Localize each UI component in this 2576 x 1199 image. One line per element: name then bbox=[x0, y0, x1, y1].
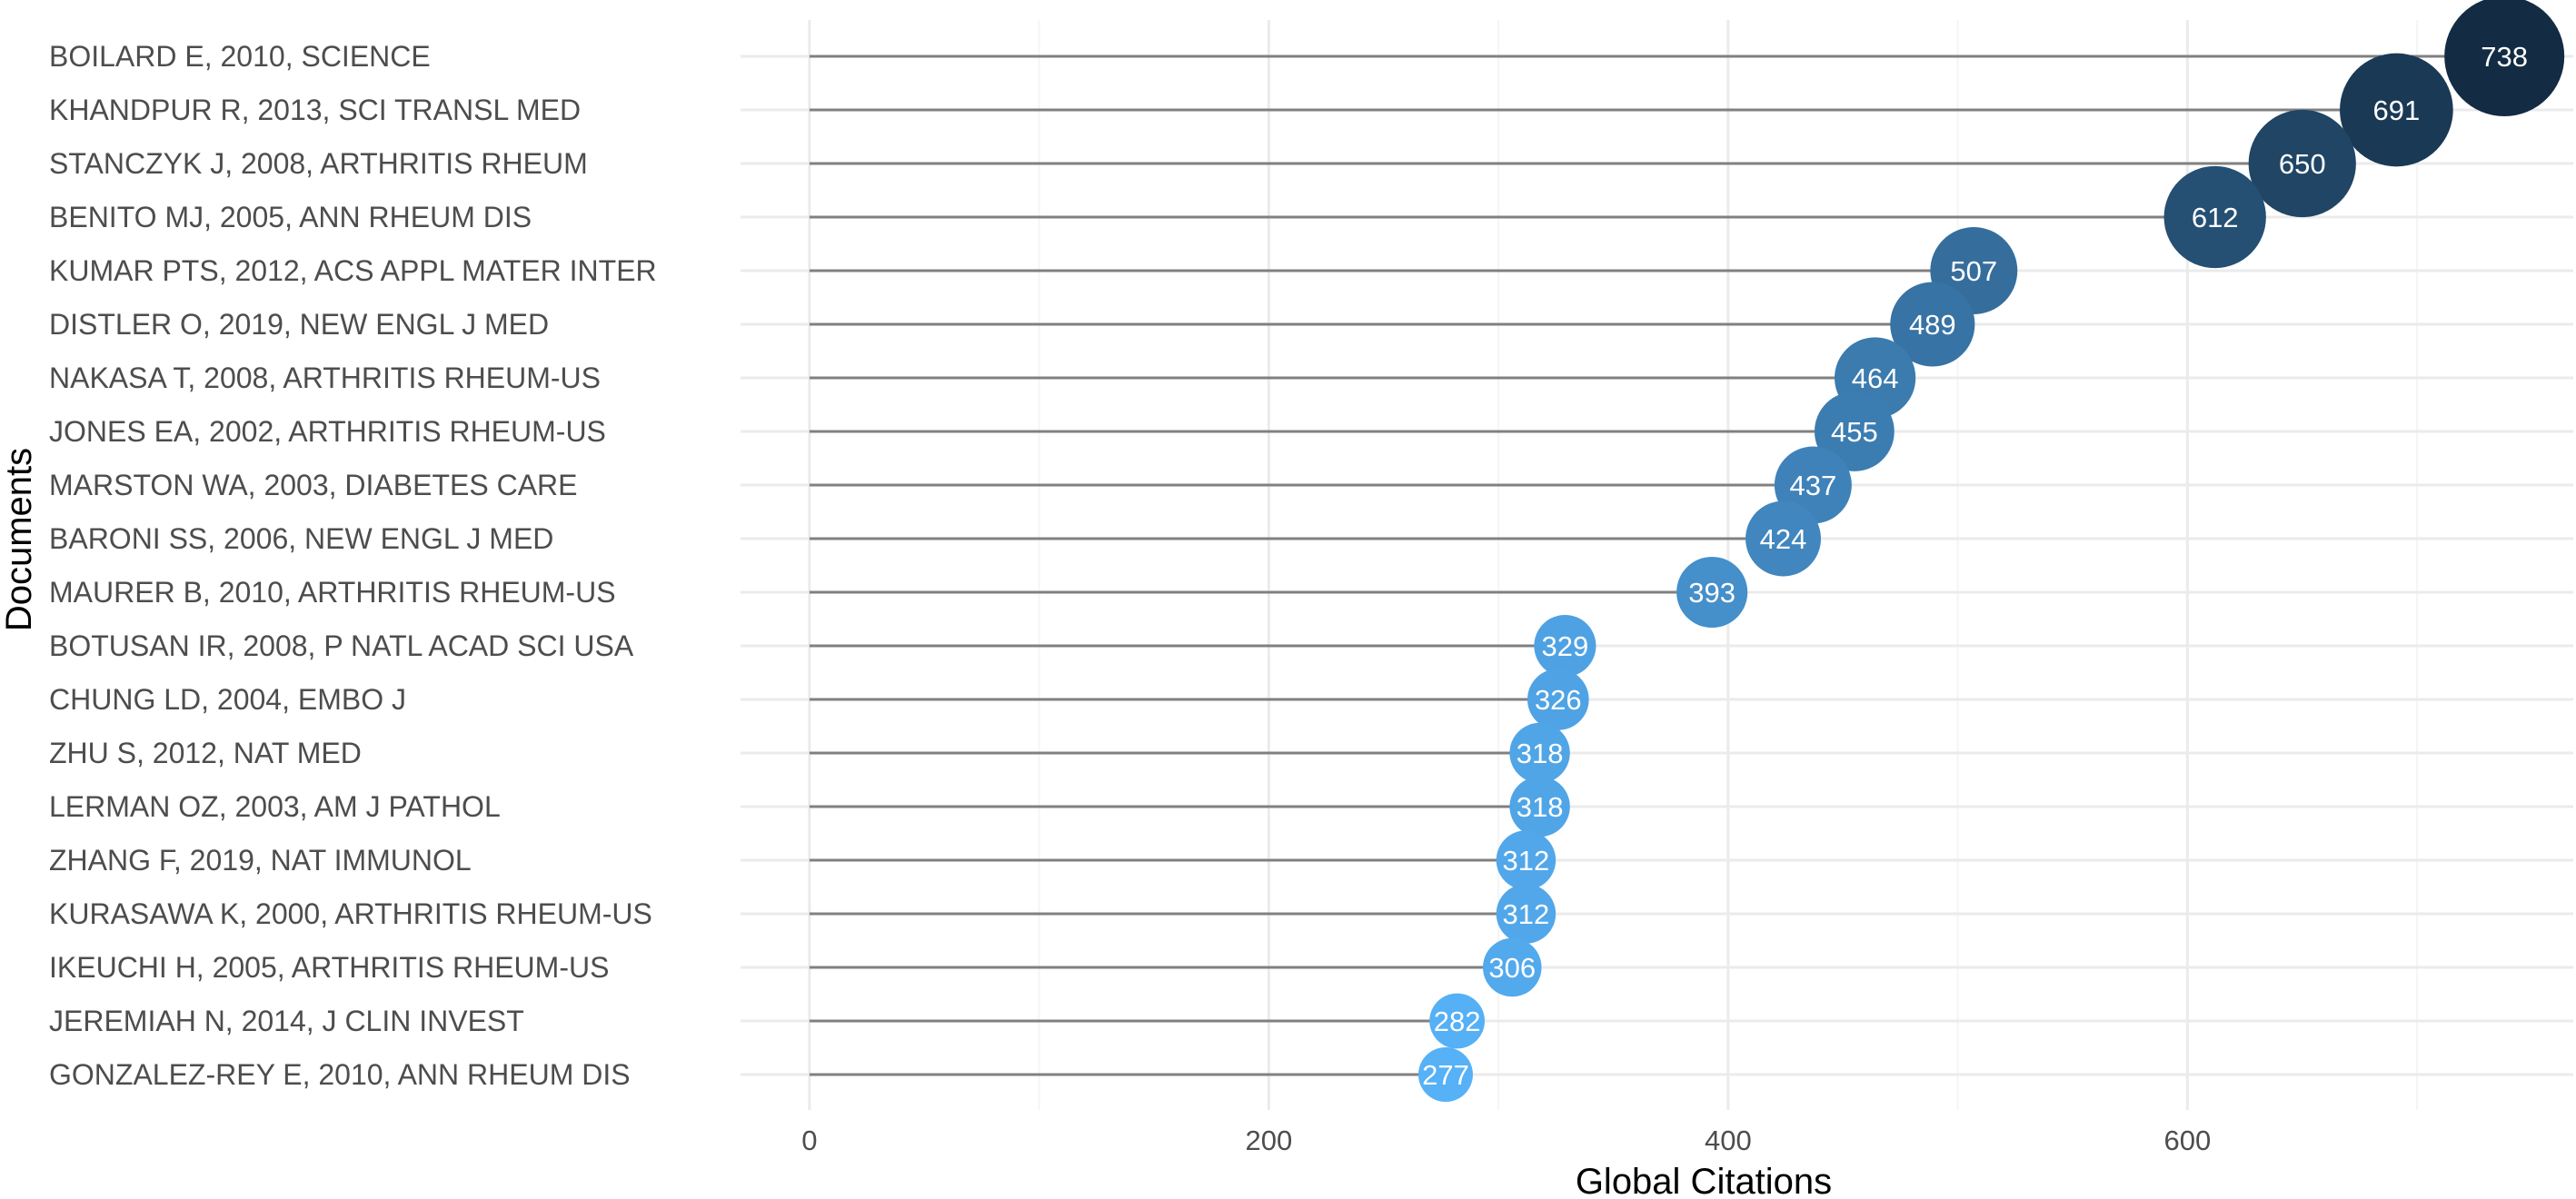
document-label: CHUNG LD, 2004, EMBO J bbox=[49, 683, 406, 716]
citation-point bbox=[1496, 884, 1557, 944]
citation-value-label: 318 bbox=[1517, 738, 1564, 769]
y-axis-title: Documents bbox=[0, 448, 39, 631]
document-label: GONZALEZ-REY E, 2010, ANN RHEUM DIS bbox=[49, 1058, 631, 1091]
citation-point bbox=[1496, 830, 1557, 890]
document-label: JEREMIAH N, 2014, J CLIN INVEST bbox=[49, 1005, 524, 1037]
x-tick-label: 400 bbox=[1705, 1125, 1752, 1156]
x-tick-label: 600 bbox=[2164, 1125, 2212, 1156]
citation-value-label: 691 bbox=[2373, 94, 2421, 126]
citation-value-label: 424 bbox=[1760, 523, 1807, 555]
citation-point bbox=[1482, 937, 1542, 997]
citation-value-label: 455 bbox=[1831, 416, 1878, 448]
citation-point bbox=[1429, 993, 1485, 1049]
citation-point bbox=[2248, 109, 2356, 218]
citation-point bbox=[1676, 556, 1748, 629]
document-label: NAKASA T, 2008, ARTHRITIS RHEUM-US bbox=[49, 362, 601, 394]
citation-point bbox=[1534, 614, 1596, 678]
citation-point bbox=[2163, 165, 2266, 269]
citation-value-label: 650 bbox=[2279, 148, 2326, 180]
document-label: LERMAN OZ, 2003, AM J PATHOL bbox=[49, 790, 501, 823]
citation-value-label: 489 bbox=[1909, 309, 1956, 341]
document-label: KHANDPUR R, 2013, SCI TRANSL MED bbox=[49, 94, 581, 126]
citation-point bbox=[1890, 282, 1975, 367]
citation-value-label: 329 bbox=[1542, 630, 1589, 662]
document-label: BENITO MJ, 2005, ANN RHEUM DIS bbox=[49, 201, 532, 233]
x-axis-title: Global Citations bbox=[1576, 1162, 1832, 1199]
citation-value-label: 312 bbox=[1503, 845, 1550, 877]
stem-layer bbox=[809, 54, 2505, 1076]
citation-point bbox=[1509, 776, 1570, 837]
document-label: BARONI SS, 2006, NEW ENGL J MED bbox=[49, 522, 553, 555]
citation-value-label: 738 bbox=[2481, 41, 2528, 73]
document-label: ZHANG F, 2019, NAT IMMUNOL bbox=[49, 844, 472, 877]
citation-value-label: 437 bbox=[1790, 470, 1837, 501]
citation-point bbox=[1746, 500, 1821, 577]
citation-value-label: 312 bbox=[1503, 898, 1550, 930]
label-layer: 0 200 400 600 BOILARD E, 2010, SCIENCE KHANDP… bbox=[49, 40, 2211, 1156]
citation-value-label: 318 bbox=[1517, 791, 1564, 823]
document-label: BOILARD E, 2010, SCIENCE bbox=[49, 40, 431, 73]
document-label: BOTUSAN IR, 2008, P NATL ACAD SCI USA bbox=[49, 629, 634, 662]
citation-point bbox=[1417, 1047, 1473, 1102]
x-tick-label: 0 bbox=[801, 1125, 817, 1156]
document-label: KUMAR PTS, 2012, ACS APPL MATER INTER bbox=[49, 254, 657, 287]
citation-point bbox=[2444, 0, 2565, 116]
citation-value-label: 507 bbox=[1950, 255, 1997, 287]
document-label: IKEUCHI H, 2005, ARTHRITIS RHEUM-US bbox=[49, 951, 609, 984]
citation-value-label: 277 bbox=[1422, 1059, 1469, 1091]
document-label: DISTLER O, 2019, NEW ENGL J MED bbox=[49, 308, 549, 341]
citation-value-label: 282 bbox=[1434, 1006, 1481, 1037]
citation-value-label: 393 bbox=[1688, 577, 1736, 609]
citation-value-label: 464 bbox=[1852, 362, 1899, 394]
document-label: MARSTON WA, 2003, DIABETES CARE bbox=[49, 469, 577, 501]
x-tick-label: 200 bbox=[1245, 1125, 1292, 1156]
point-layer: 738 691 650 612 507 489 464 455 437 424 393 329 326 3… bbox=[1417, 0, 2565, 1102]
citation-point bbox=[2340, 53, 2453, 167]
document-label: MAURER B, 2010, ARTHRITIS RHEUM-US bbox=[49, 576, 616, 609]
citation-value-label: 612 bbox=[2192, 202, 2239, 233]
citation-point bbox=[1509, 722, 1570, 784]
citation-value-label: 306 bbox=[1488, 952, 1536, 984]
document-label: KURASAWA K, 2000, ARTHRITIS RHEUM-US bbox=[49, 897, 652, 930]
document-label: JONES EA, 2002, ARTHRITIS RHEUM-US bbox=[49, 415, 606, 448]
citation-point bbox=[1527, 669, 1589, 730]
document-label: STANCZYK J, 2008, ARTHRITIS RHEUM bbox=[49, 147, 588, 180]
citation-point bbox=[1814, 391, 1895, 471]
document-label: ZHU S, 2012, NAT MED bbox=[49, 737, 362, 769]
citation-value-label: 326 bbox=[1535, 684, 1582, 716]
